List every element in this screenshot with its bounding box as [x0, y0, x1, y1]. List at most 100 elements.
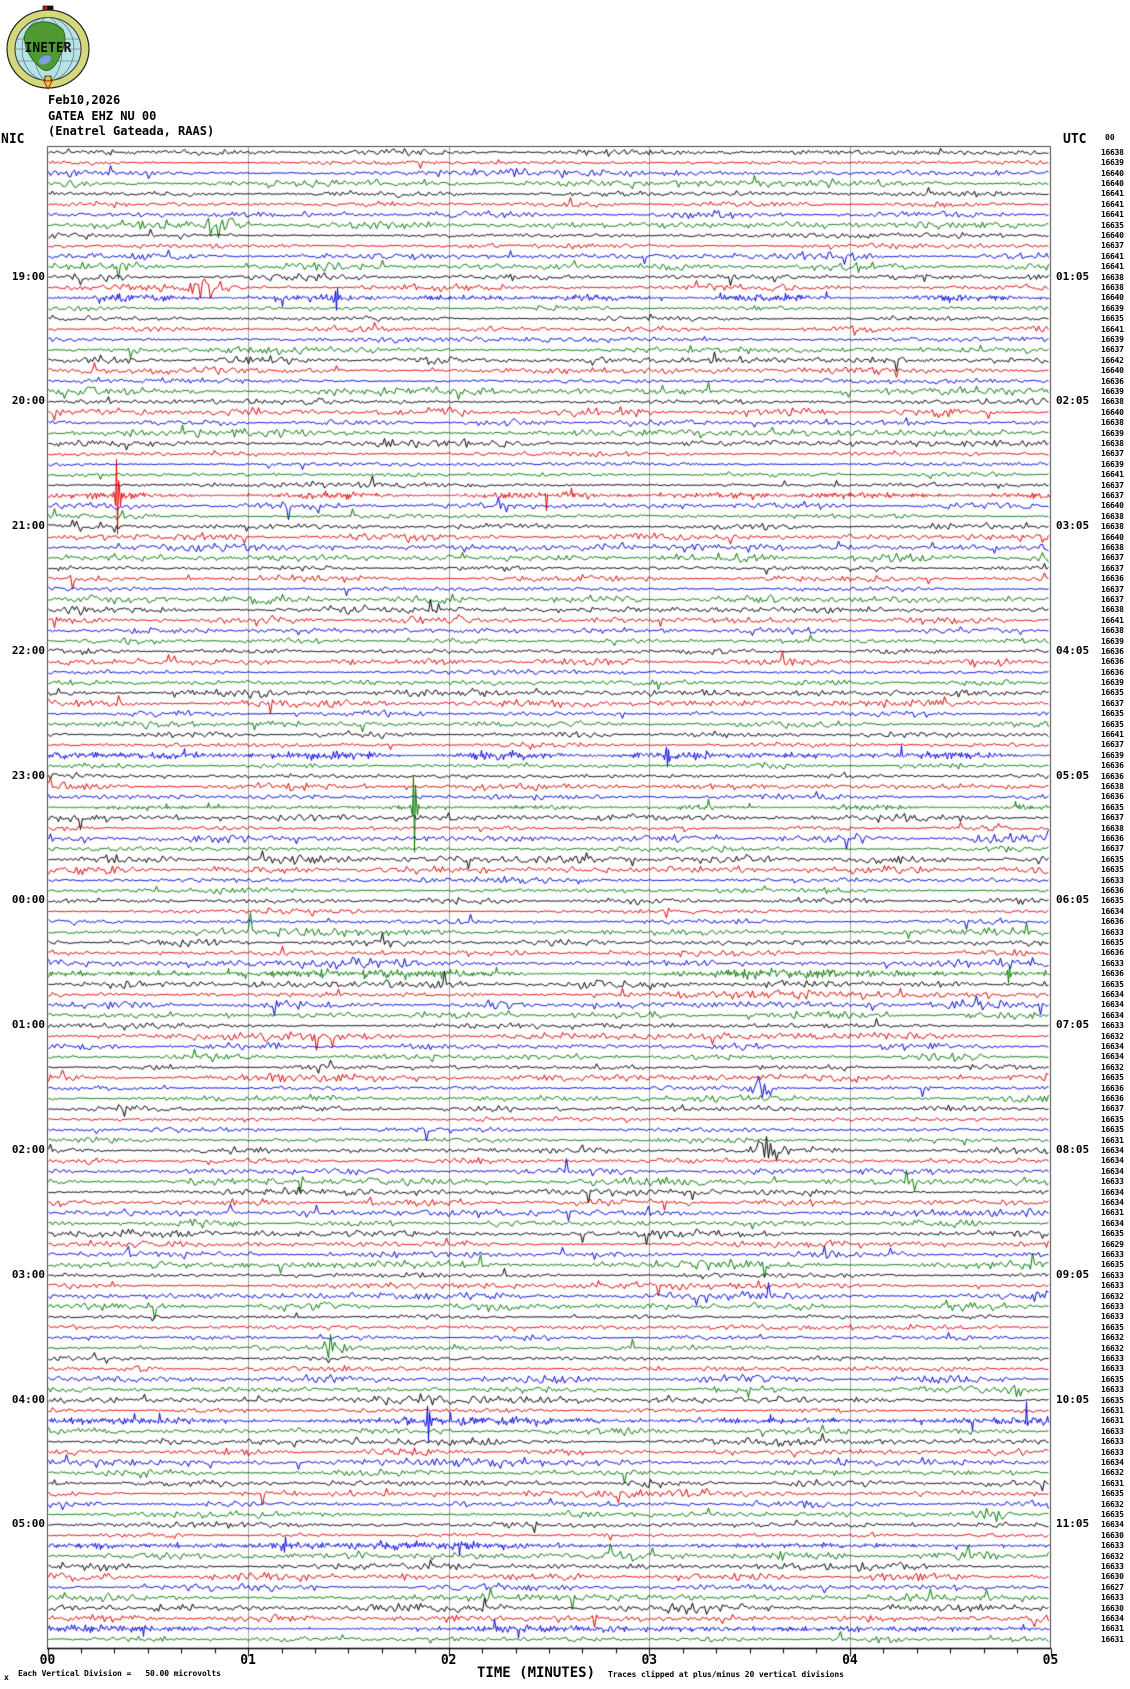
right-trace-value: 16639 [1101, 386, 1124, 396]
right-trace-value: 16633 [1101, 1270, 1124, 1280]
right-trace-value: 16638 [1101, 823, 1124, 833]
right-trace-value: 16639 [1101, 334, 1124, 344]
right-trace-value: 16642 [1101, 355, 1124, 365]
right-hour-label: 09:05 [1056, 1267, 1090, 1281]
right-trace-value: 16633 [1101, 1385, 1124, 1395]
right-trace-value: 16633 [1101, 1364, 1124, 1374]
right-trace-value: 16639 [1101, 459, 1124, 469]
right-trace-value: 16636 [1101, 969, 1124, 979]
right-trace-value: 16631 [1101, 1624, 1124, 1634]
right-trace-value: 16633 [1101, 875, 1124, 885]
right-trace-value: 16634 [1101, 1146, 1124, 1155]
right-trace-value: 16633 [1101, 1281, 1124, 1291]
right-trace-value: 16640 [1101, 501, 1124, 511]
right-trace-value: 16637 [1101, 584, 1124, 594]
left-hour-label: 00:00 [11, 893, 45, 907]
right-trace-value: 16631 [1101, 1478, 1124, 1488]
left-hour-label: 05:00 [11, 1517, 45, 1531]
ineter-logo: INETER [6, 5, 90, 90]
right-trace-value: 16635 [1101, 802, 1124, 812]
right-trace-value: 16634 [1101, 1156, 1124, 1166]
right-trace-value: 16638 [1101, 418, 1124, 428]
right-hour-label: 07:05 [1056, 1018, 1090, 1032]
right-trace-value: 16632 [1101, 1031, 1124, 1041]
right-trace-value: 16635 [1101, 1509, 1124, 1519]
right-trace-value: 16633 [1101, 1301, 1124, 1311]
x-tick-label: 02 [440, 1653, 457, 1668]
right-trace-value: 16634 [1101, 1218, 1124, 1228]
left-hour-label: 19:00 [11, 269, 45, 283]
right-trace-value: 16634 [1101, 1457, 1124, 1467]
right-trace-value: 16636 [1101, 1094, 1124, 1104]
right-trace-value: 16640 [1101, 366, 1124, 376]
right-trace-value: 16640 [1101, 407, 1124, 417]
right-trace-value: 16635 [1101, 1073, 1124, 1083]
left-timezone-label: NIC [1, 132, 25, 147]
right-trace-value: 16636 [1101, 657, 1124, 667]
right-trace-value: 16639 [1101, 750, 1124, 760]
right-trace-value: 16633 [1101, 1437, 1124, 1447]
right-trace-value: 16637 [1101, 813, 1124, 823]
right-trace-value: 16627 [1101, 1582, 1124, 1592]
right-trace-value: 16638 [1101, 272, 1124, 282]
footer-mark: x [4, 1673, 9, 1682]
logo-ineter-text: INETER [25, 41, 72, 56]
right-trace-value: 16634 [1101, 1042, 1124, 1052]
logo-nicaragua-map [24, 21, 66, 71]
right-trace-value: 16635 [1101, 938, 1124, 948]
left-hour-label: 23:00 [11, 768, 45, 782]
right-trace-value: 16635 [1101, 1125, 1124, 1135]
right-trace-value: 16639 [1101, 428, 1124, 438]
right-trace-value: 16641 [1101, 262, 1124, 272]
right-trace-value: 16633 [1101, 927, 1124, 937]
right-trace-value: 16637 [1101, 449, 1124, 459]
right-trace-value: 16637 [1101, 241, 1124, 251]
right-trace-value: 16638 [1101, 282, 1124, 292]
right-trace-value: 16635 [1101, 709, 1124, 719]
header-date: Feb10,2026 [48, 93, 121, 107]
right-trace-value: 16634 [1101, 1010, 1124, 1020]
right-trace-value: 16635 [1101, 865, 1124, 875]
right-trace-value: 16635 [1101, 314, 1124, 324]
right-hour-label: 01:05 [1056, 269, 1090, 283]
right-trace-value: 16633 [1101, 1447, 1124, 1457]
right-trace-value: 16637 [1101, 480, 1124, 490]
right-trace-value: 16630 [1101, 1530, 1124, 1540]
logo-plumb-base [44, 75, 52, 82]
right-trace-value: 16633 [1101, 1541, 1124, 1551]
right-trace-value: 16633 [1101, 1021, 1124, 1031]
right-trace-value: 16632 [1101, 1551, 1124, 1561]
right-trace-value: 16636 [1101, 886, 1124, 896]
right-trace-value: 16633 [1101, 1426, 1124, 1436]
left-hour-label: 22:00 [11, 643, 45, 657]
right-trace-value: 16638 [1101, 438, 1124, 448]
logo-lake [38, 55, 52, 65]
right-trace-value: 16635 [1101, 719, 1124, 729]
right-trace-value: 16639 [1101, 678, 1124, 688]
right-trace-value: 16635 [1101, 1395, 1124, 1405]
right-trace-value: 16633 [1101, 1593, 1124, 1603]
right-trace-value: 16638 [1101, 147, 1124, 157]
right-trace-value: 16632 [1101, 1343, 1124, 1353]
right-trace-value: 16635 [1101, 1229, 1124, 1239]
right-trace-value: 16637 [1101, 563, 1124, 573]
right-trace-value: 16632 [1101, 1291, 1124, 1301]
right-trace-value: 16632 [1101, 1499, 1124, 1509]
right-trace-value: 16631 [1101, 1416, 1124, 1426]
right-trace-value: 16638 [1101, 511, 1124, 521]
right-trace-value: 16634 [1101, 990, 1124, 1000]
right-trace-value: 16630 [1101, 1572, 1124, 1582]
right-trace-value: 16638 [1101, 397, 1124, 407]
right-trace-value: 16639 [1101, 303, 1124, 313]
right-hour-label: 06:05 [1056, 893, 1090, 907]
right-trace-value: 16639 [1101, 158, 1124, 168]
right-trace-value: 16641 [1101, 189, 1124, 199]
right-hour-label: 02:05 [1056, 394, 1090, 408]
left-hour-label: 20:00 [11, 394, 45, 408]
x-tick-label: 01 [240, 1653, 256, 1668]
right-trace-value: 16633 [1101, 1177, 1124, 1187]
right-trace-value: 16636 [1101, 771, 1124, 781]
right-trace-value: 16637 [1101, 594, 1124, 604]
right-trace-value: 16641 [1101, 210, 1124, 220]
